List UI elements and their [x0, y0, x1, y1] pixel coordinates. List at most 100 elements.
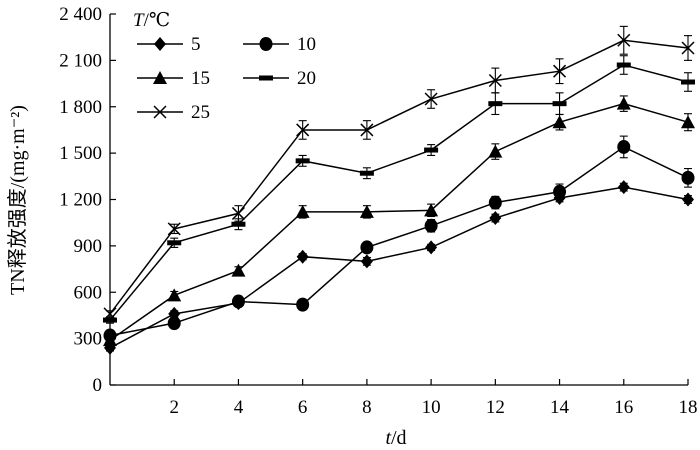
data-point: [295, 204, 310, 218]
legend-marker: [154, 37, 166, 51]
legend-label: 25: [191, 102, 210, 123]
data-point: [552, 101, 567, 107]
data-point: [616, 62, 631, 68]
legend-marker: [259, 75, 273, 81]
x-axis-title: t/d: [385, 427, 406, 449]
data-point: [681, 41, 695, 55]
y-tick-label: 2 400: [59, 4, 102, 25]
x-marker-stroke: [360, 123, 374, 137]
series-5: [104, 180, 694, 355]
legend-marker: [259, 37, 273, 51]
x-marker-stroke: [231, 206, 245, 220]
data-point: [617, 180, 630, 195]
data-point: [489, 211, 502, 226]
legend-marker: [153, 71, 167, 84]
data-point: [167, 288, 182, 302]
data-point: [231, 263, 246, 277]
data-point: [616, 96, 631, 110]
series-10: [103, 135, 695, 343]
x-marker-stroke: [553, 64, 567, 78]
data-point: [167, 316, 181, 331]
legend-entry-10: 10: [243, 34, 316, 55]
data-point: [617, 139, 631, 154]
data-point: [296, 249, 309, 264]
legend-entry-25: 25: [137, 102, 210, 123]
legend: T/℃ 5 10 15 20 25: [133, 10, 316, 123]
x-marker-stroke: [296, 123, 310, 137]
data-point: [231, 294, 245, 309]
x-tick-label: 4: [234, 397, 244, 418]
data-point: [359, 204, 374, 218]
data-point: [425, 240, 438, 255]
series-line-15: [109, 102, 689, 341]
x-tick-label: 10: [422, 397, 441, 418]
data-point: [295, 158, 310, 164]
y-tick-label: 0: [93, 375, 103, 396]
legend-marker: [153, 105, 167, 119]
x-tick-label: 16: [614, 397, 633, 418]
data-point: [424, 218, 438, 233]
y-tick-label: 1 200: [59, 190, 102, 211]
legend-title: T/℃: [133, 10, 170, 31]
x-tick-label: 12: [486, 397, 505, 418]
legend-label: 5: [191, 34, 201, 55]
legend-entry-20: 20: [243, 68, 316, 89]
data-point: [360, 240, 374, 255]
legend-label: 10: [297, 34, 316, 55]
axes: 0 300 600 900 1 200 1 500 1 800 2 100 2 400 2 4 6 8 1…: [59, 4, 697, 418]
series-line-25: [109, 39, 689, 315]
data-point: [103, 307, 117, 321]
series-15: [103, 95, 695, 347]
data-point: [488, 195, 502, 210]
x-marker-stroke: [153, 105, 167, 119]
data-point: [296, 297, 310, 312]
series-20: [103, 55, 695, 324]
x-marker-stroke: [424, 92, 438, 106]
x-tick-label: 2: [169, 397, 179, 418]
x-tick-label: 6: [298, 397, 308, 418]
data-point: [360, 123, 374, 137]
series-line-10: [109, 146, 689, 337]
x-tick-label: 18: [679, 397, 698, 418]
data-point: [553, 64, 567, 78]
y-tick-label: 1 800: [59, 97, 102, 118]
legend-label: 20: [297, 68, 316, 89]
data-point: [296, 123, 310, 137]
y-tick-label: 600: [74, 282, 103, 303]
x-marker-stroke: [167, 222, 181, 236]
data-point: [553, 184, 567, 199]
x-marker-stroke: [103, 307, 117, 321]
legend-label: 15: [191, 68, 210, 89]
data-point: [424, 92, 438, 106]
legend-entry-5: 5: [137, 34, 201, 55]
data-point: [488, 101, 503, 107]
data-point: [488, 144, 503, 158]
series-25: [103, 25, 695, 321]
data-point: [488, 73, 502, 88]
data-point: [167, 222, 181, 236]
data-point: [424, 203, 439, 217]
data-point: [681, 115, 695, 129]
data-point: [424, 147, 439, 153]
x-marker-stroke: [617, 33, 631, 47]
data-point: [167, 240, 182, 246]
data-point: [617, 33, 631, 47]
series-layer: [103, 25, 695, 355]
data-point: [552, 115, 567, 129]
data-point: [681, 79, 695, 85]
x-marker-stroke: [488, 73, 502, 88]
y-tick-label: 300: [74, 329, 103, 350]
x-tick-label: 8: [362, 397, 372, 418]
x-marker-stroke: [681, 41, 695, 55]
legend-entry-15: 15: [137, 68, 210, 89]
data-point: [360, 254, 373, 269]
y-tick-label: 2 100: [59, 50, 102, 71]
data-point: [682, 192, 694, 207]
data-point: [231, 206, 245, 220]
series-line-20: [109, 64, 689, 321]
data-point: [103, 333, 117, 347]
y-axis-title: TN释放强度/(mg·m⁻²): [6, 105, 29, 295]
y-tick-label: 900: [74, 236, 103, 257]
data-point: [103, 317, 117, 323]
